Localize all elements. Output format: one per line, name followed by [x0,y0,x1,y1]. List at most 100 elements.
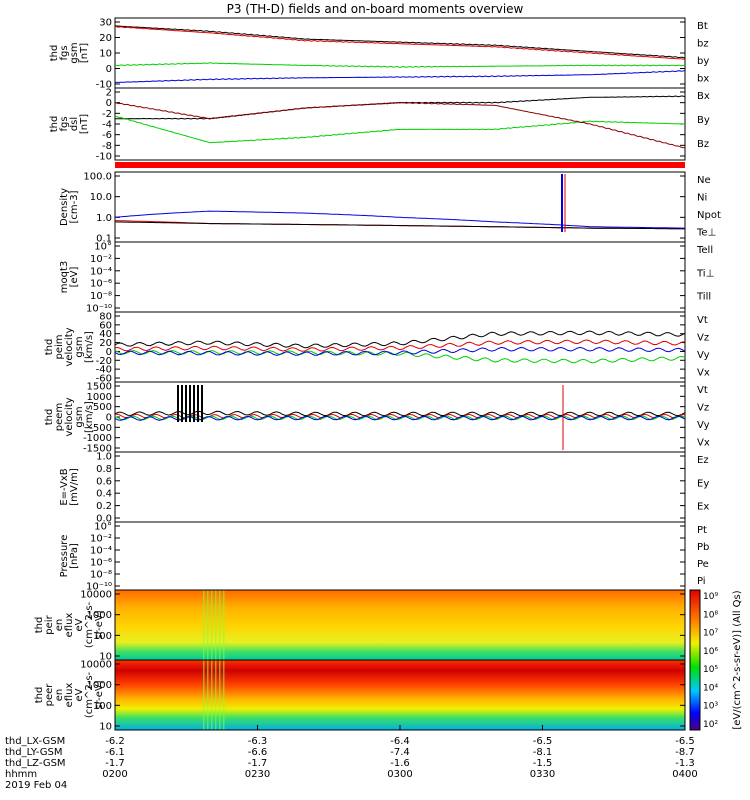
series-bx [115,70,686,83]
panel-fgs-dsl: 20-2-4-6-8-10 thd fgs dsl [nT] Bx By Bz [49,87,710,163]
x-row-name: hhmm [5,769,37,780]
y-tick-label: 10⁻¹⁰ [86,304,112,315]
series-Vt [114,330,686,349]
y-tick-label: 10⁻² [90,534,112,545]
y-axis-label-line: gsm [69,42,80,63]
x-row-name: thd_LZ-GSM [5,758,66,769]
legend-Vy: Vy [697,350,710,361]
x-row-value: 0300 [387,769,412,780]
y-tick-label: 10⁻² [90,254,112,265]
x-row-value: -8.7 [675,747,695,758]
y-axis-label-line: gsm [74,406,85,427]
legend-Pe: Pe [697,559,709,570]
separator-bar [115,162,685,168]
colorbar-tick-label: 10⁸ [703,610,718,620]
y-tick-label: 80 [99,312,112,323]
legend-Bx: Bx [697,91,710,102]
colorbar-tick-label: 10⁹ [703,592,718,602]
y-axis-label-line: gsm [74,336,85,357]
y-axis-label: Pressure [nPa] [59,535,80,578]
y-tick-label: 0.4 [96,489,112,500]
heatmap-stripe [219,590,221,660]
x-date: 2019 Feb 04 [5,780,67,791]
x-row-value: -6.1 [105,747,125,758]
legend-bx: bx [697,74,709,85]
plot-title: P3 (TH-D) fields and on-board moments ov… [227,2,524,16]
heatmap-stripe [211,590,213,660]
x-row-value: -6.4 [390,736,410,747]
y-tick-label: 500 [93,402,112,413]
y-axis-label: thd peer en eflux eV (cm^2-s-sr-eV) [34,671,105,718]
y-axis-label-line: moqt3 [59,261,70,294]
y-tick-label: 10° [94,522,112,533]
panel-density: 100.0 10.0 1.0 0.1 Density [cm-3] Ne Ni Npot Te⊥ [59,171,721,245]
heatmap-stripe [219,660,221,730]
y-axis-label: moqt3 [eV] [59,261,80,294]
colorbar-tick-label: 10⁴ [703,683,718,693]
x-row-value: -1.7 [248,758,268,769]
legend-Till: Till [696,292,711,303]
y-axis-label-line: peer [44,683,55,707]
y-tick-label: -20 [96,356,112,367]
colorbar-label-group: [eV/(cm^2-s-sr-eV)] (All Qs) [732,590,743,729]
series-by [114,62,686,68]
series-Vx [114,415,686,421]
y-axis-label-line: E=-VxB [59,468,70,505]
heatmap-stripe [215,590,217,660]
y-axis-label-line: (cm^2-s- [84,671,95,718]
y-axis-label-line: eV [74,618,85,631]
heatmap-stripe [223,660,225,730]
y-axis-label-line: en [54,689,65,702]
y-tick-label: -10 [96,80,112,91]
series-Ni [114,221,686,230]
y-tick-label: 100.0 [83,172,112,183]
series-Vy [114,349,686,364]
y-axis-label-line: [km/s] [84,331,95,363]
x-row-name: thd_LY-GSM [5,747,62,758]
legend-Bt: Bt [697,21,708,32]
y-tick-label: 0.1 [96,234,112,245]
series-bz [114,25,686,60]
y-axis-label-line: thd [34,617,45,634]
y-tick-label: 10⁻¹⁰ [86,582,112,593]
y-axis-label-line: thd [44,409,55,426]
y-axis-label-line: velocity [64,327,75,366]
y-axis-label: thd peem velocity gsm [km/s] [44,397,95,436]
y-axis-label-line: thd [49,116,60,133]
panel-moqt3: 10°10⁻²10⁻⁴ 10⁻⁶10⁻⁸ 10⁻¹⁰ moqt3 [eV] Tell Ti⊥… [59,241,714,315]
y-axis-label: thd fgs dsl [nT] [49,114,90,134]
x-row-value: 0200 [102,769,127,780]
panel-frame [114,521,686,591]
x-row-value: 0230 [245,769,270,780]
y-axis-label-line: (cm^2-s- [84,601,95,648]
panel-peer-en-eflux: 10000 1000 100 10 thd peer en eflux eV (cm^2-s-sr… [34,659,686,733]
legend-Ez: Ez [697,455,709,466]
series-Vt [114,410,686,417]
y-axis-label: Density [cm-3] [59,188,80,226]
legend-Vx: Vx [697,438,710,449]
y-tick-label: -4 [102,120,112,131]
y-tick-label: 10⁻⁸ [90,570,112,581]
y-axis-label-line: [nT] [79,114,90,134]
y-tick-label: -8 [102,141,112,152]
legend-Vz: Vz [697,333,709,344]
y-axis-label-line: peem [54,403,65,431]
legend-Bz: Bz [697,139,709,150]
y-tick-label: 10° [94,242,112,253]
legend-Te⊥: Te⊥ [696,228,716,239]
series-Bz [114,101,686,149]
panel-fgs-gsm: 30 20 10 0 -10 thd fgs gsm [nT] Bt bz by bx [49,17,709,91]
x-row-value: -7.4 [390,747,410,758]
series-Ne [114,220,686,230]
y-axis-label-line: thd [49,45,60,62]
y-axis-label-line: [cm-3] [69,190,80,223]
panel-frame [114,451,686,523]
y-axis-label-line: Pressure [59,535,70,578]
y-tick-label: 0 [106,98,112,109]
y-axis-label-line: peir [44,614,55,634]
legend-Tell: Tell [696,245,713,256]
legend-Ex: Ex [697,502,709,513]
colorbar-tick-label: 10² [703,720,718,730]
legend-By: By [697,115,710,126]
